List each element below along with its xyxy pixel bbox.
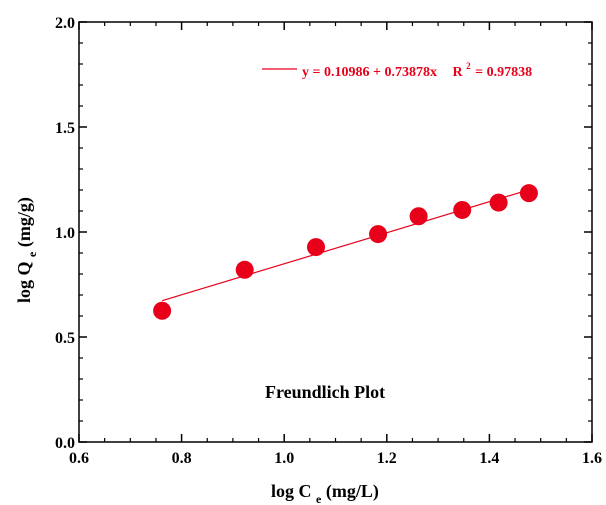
legend-r2-superscript: 2 <box>466 61 471 71</box>
x-tick-label: 1.6 <box>582 450 602 467</box>
legend-equation: y = 0.10986 + 0.73878x <box>302 65 437 80</box>
data-point <box>235 260 254 279</box>
y-axis-title-subscript: e <box>25 251 39 257</box>
y-axis-title-unit: (mg/g) <box>14 197 35 247</box>
x-axis-title-main: log C <box>271 481 312 501</box>
x-tick-label: 1.0 <box>274 450 294 467</box>
axes <box>78 21 593 443</box>
annotation-freundlich: Freundlich Plot <box>265 382 385 402</box>
data-point <box>409 207 428 226</box>
x-tick-label: 0.8 <box>172 450 192 467</box>
plot-frame <box>78 21 593 443</box>
x-tick-label: 1.2 <box>377 450 397 467</box>
x-tick-label: 0.6 <box>69 450 89 467</box>
data-point <box>369 225 388 244</box>
ticks: 0.6 0.8 1.0 1.2 1.4 1.6 0.0 0.5 1.0 1.5 2.0 <box>55 15 602 467</box>
data-points <box>153 184 538 320</box>
data-point <box>153 301 172 320</box>
x-axis-title-unit: (mg/L) <box>326 481 379 502</box>
legend-r2-label: R <box>452 65 463 80</box>
y-tick-label: 0.0 <box>55 435 75 452</box>
x-axis-title-subscript: e <box>316 492 322 505</box>
data-point <box>453 200 472 219</box>
y-tick-label: 1.0 <box>55 225 75 242</box>
x-axis-title: log C e (mg/L) <box>271 481 379 505</box>
fit-line-group <box>161 189 530 302</box>
data-point <box>307 238 326 257</box>
svg-text:y = 0.10986 + 0.73878x R: y = 0.10986 + 0.73878x R 2 = 0.97838 <box>302 58 532 80</box>
y-tick-label: 2.0 <box>55 15 75 32</box>
y-tick-label: 1.5 <box>55 120 75 137</box>
data-point <box>519 184 538 203</box>
y-axis-title: log Q e (mg/g) <box>14 197 40 303</box>
legend: y = 0.10986 + 0.73878x R 2 = 0.97838 <box>262 58 532 80</box>
fit-line <box>161 189 530 302</box>
y-tick-label: 0.5 <box>55 330 75 347</box>
data-point <box>489 193 508 212</box>
legend-r2-value: = 0.97838 <box>475 65 532 80</box>
x-tick-label: 1.4 <box>479 450 499 467</box>
y-axis-title-main: log Q <box>14 261 34 303</box>
